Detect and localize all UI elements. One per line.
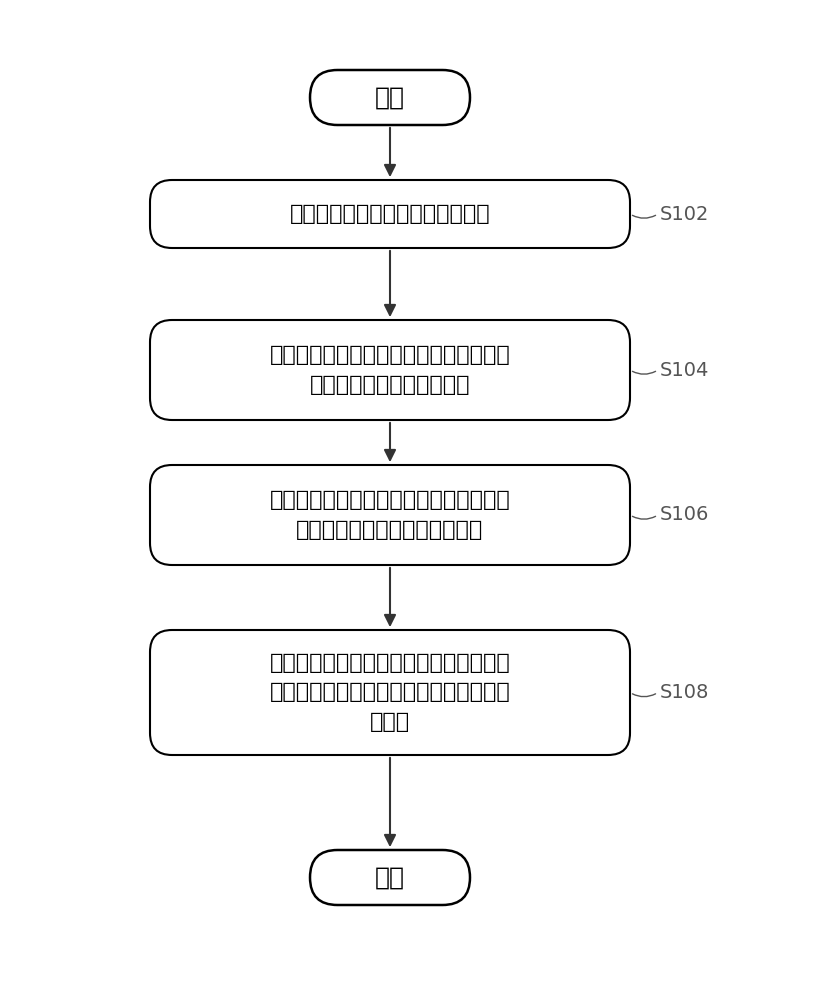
Text: S106: S106 bbox=[660, 506, 710, 524]
FancyBboxPatch shape bbox=[150, 630, 630, 755]
Text: S108: S108 bbox=[660, 683, 710, 702]
Text: 开始: 开始 bbox=[375, 86, 405, 109]
Text: 根据历史配电的收益数据确定出配电网中
各电压等级的配电准许收入: 根据历史配电的收益数据确定出配电网中 各电压等级的配电准许收入 bbox=[270, 345, 511, 395]
Text: 根据第一分配因子和目标配电准许收入确
定目标用电用户的配电准许收入: 根据第一分配因子和目标配电准许收入确 定目标用电用户的配电准许收入 bbox=[270, 490, 511, 540]
FancyBboxPatch shape bbox=[310, 70, 470, 125]
FancyBboxPatch shape bbox=[310, 850, 470, 905]
FancyBboxPatch shape bbox=[150, 180, 630, 248]
Text: S102: S102 bbox=[660, 205, 710, 224]
Text: 结束: 结束 bbox=[375, 865, 405, 890]
Text: 获取配电网的历史配电的收益数据: 获取配电网的历史配电的收益数据 bbox=[290, 204, 491, 224]
FancyBboxPatch shape bbox=[150, 465, 630, 565]
Text: 根据目标用电用户的用电量和目标用电用
户的配电准许收入确定目标用电用户的配
电价格: 根据目标用电用户的用电量和目标用电用 户的配电准许收入确定目标用电用户的配 电价… bbox=[270, 653, 511, 732]
FancyBboxPatch shape bbox=[150, 320, 630, 420]
Text: S104: S104 bbox=[660, 360, 710, 379]
